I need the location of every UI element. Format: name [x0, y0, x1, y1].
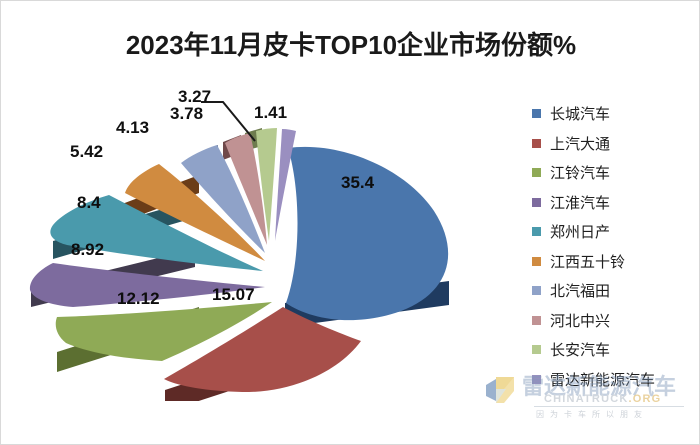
legend-swatch-icon	[532, 315, 541, 325]
legend-swatch-icon	[532, 138, 541, 148]
legend-item-gwm[interactable]: 长城汽车	[532, 99, 692, 129]
data-label-maxus: 15.07	[212, 285, 255, 304]
pie-slice-nissan	[50, 195, 263, 271]
pie-chart: 35.4 15.07 12.12 8.92 8.4 5.42 4.13 3.78…	[9, 71, 521, 401]
watermark-site-domain: .ORG	[628, 393, 662, 405]
data-label-foton: 4.13	[116, 118, 150, 137]
legend-item-foton[interactable]: 北汽福田	[532, 276, 692, 306]
data-label-radar: 1.41	[254, 103, 288, 122]
legend-swatch-icon	[532, 197, 541, 207]
data-label-gwm: 35.4	[341, 173, 375, 192]
page-title: 2023年11月皮卡TOP10企业市场份额%	[125, 30, 577, 60]
legend-label: 雷达新能源汽车	[550, 370, 656, 389]
legend-label: 上汽大通	[550, 134, 611, 153]
legend-label: 河北中兴	[550, 311, 611, 330]
data-label-zhongxing: 3.78	[170, 104, 204, 123]
pie-chart-svg	[29, 101, 449, 401]
legend-label: 江铃汽车	[550, 164, 611, 183]
pie-slice-zhongxing	[225, 133, 267, 245]
legend-item-jmc[interactable]: 江铃汽车	[532, 158, 692, 188]
chart-legend: 长城汽车 上汽大通 江铃汽车 江淮汽车 郑州日产 江西五十铃 北汽福田	[532, 99, 692, 394]
data-label-jac: 8.92	[71, 240, 105, 259]
pie-slice-foton	[181, 145, 265, 253]
legend-label: 长安汽车	[550, 341, 611, 360]
data-label-changan: 3.27	[178, 87, 212, 106]
watermark-divider	[534, 406, 684, 407]
pie-slice-gwm	[286, 146, 449, 321]
pie-slice-changan	[256, 128, 277, 241]
pie-slice-jmc	[55, 302, 272, 361]
legend-item-maxus[interactable]: 上汽大通	[532, 129, 692, 159]
watermark-site-name: CHINATRUCK	[544, 393, 629, 405]
legend-swatch-icon	[532, 286, 541, 296]
legend-swatch-icon	[532, 109, 541, 119]
pie-slice-radar	[275, 129, 296, 241]
legend-item-changan[interactable]: 长安汽车	[532, 335, 692, 365]
legend-label: 北汽福田	[550, 282, 611, 301]
legend-item-radar[interactable]: 雷达新能源汽车	[532, 365, 692, 395]
legend-swatch-icon	[532, 374, 541, 384]
watermark-tagline: 因为卡车所以朋友	[536, 410, 648, 419]
pie-slice-maxus	[164, 307, 361, 392]
data-label-nissan: 8.4	[77, 193, 101, 212]
legend-label: 江淮汽车	[550, 193, 611, 212]
legend-item-isuzu[interactable]: 江西五十铃	[532, 247, 692, 277]
legend-swatch-icon	[532, 227, 541, 237]
watermark-site: CHINATRUCK.ORG	[544, 393, 661, 405]
legend-swatch-icon	[532, 345, 541, 355]
pie-slice-isuzu	[125, 164, 265, 261]
legend-swatch-icon	[532, 168, 541, 178]
legend-item-nissan[interactable]: 郑州日产	[532, 217, 692, 247]
legend-item-zhongxing[interactable]: 河北中兴	[532, 306, 692, 336]
pie-slice-jac	[29, 263, 266, 307]
data-label-isuzu: 5.42	[70, 142, 104, 161]
data-label-jmc: 12.12	[117, 289, 160, 308]
legend-label: 郑州日产	[550, 223, 611, 242]
legend-swatch-icon	[532, 256, 541, 266]
legend-label: 江西五十铃	[550, 252, 626, 271]
leader-line-changan	[201, 101, 256, 142]
legend-label: 长城汽车	[550, 105, 611, 124]
legend-item-jac[interactable]: 江淮汽车	[532, 188, 692, 218]
